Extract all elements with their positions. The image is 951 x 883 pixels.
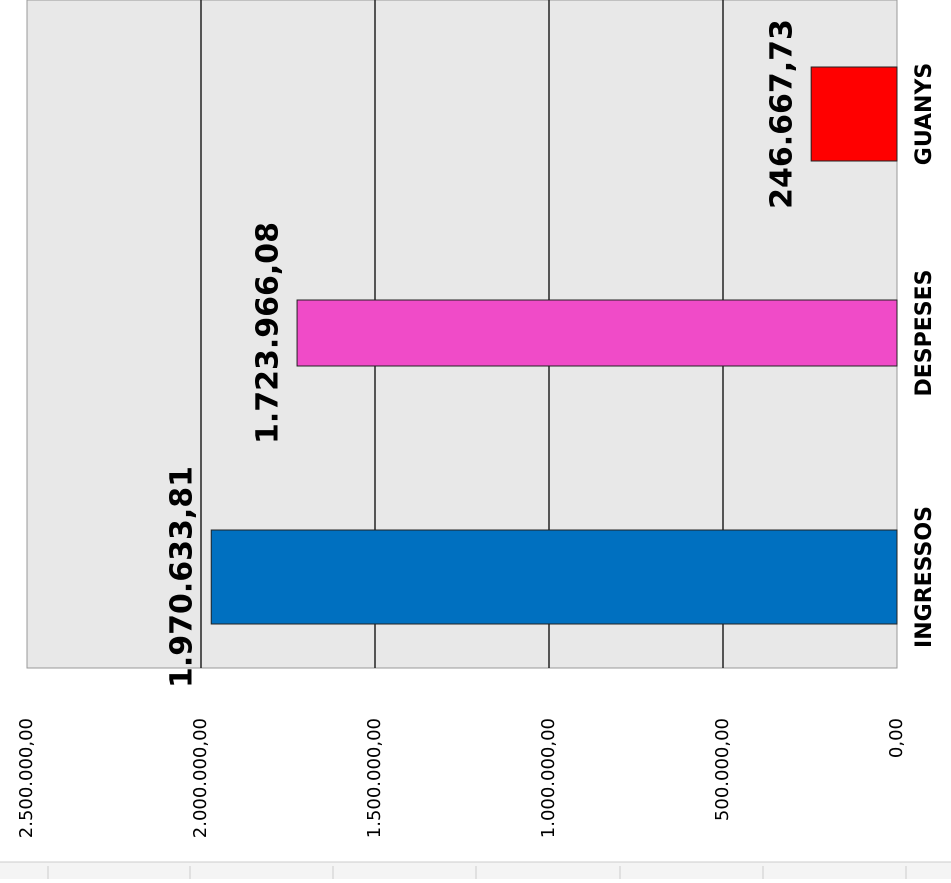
bar <box>296 299 898 367</box>
y-tick-label: 1.500.000,00 <box>364 718 385 838</box>
value-label: 246.667,73 <box>765 19 800 209</box>
value-label: 1.723.966,08 <box>251 222 286 444</box>
y-tick-label: 1.000.000,00 <box>538 718 559 838</box>
bar <box>210 529 898 625</box>
y-tick-label: 500.000,00 <box>712 718 733 821</box>
x-tick-label: INGRESSOS <box>912 506 937 648</box>
x-tick-label: GUANYS <box>912 63 937 165</box>
strip-cells <box>47 866 907 879</box>
y-tick-label: 2.000.000,00 <box>190 718 211 838</box>
value-label: 1.970.633,81 <box>165 466 200 688</box>
x-tick-label: DESPESES <box>912 269 937 396</box>
bar <box>810 66 898 162</box>
y-tick-label: 2.500.000,00 <box>16 718 37 838</box>
y-tick-label: 0,00 <box>886 718 907 758</box>
